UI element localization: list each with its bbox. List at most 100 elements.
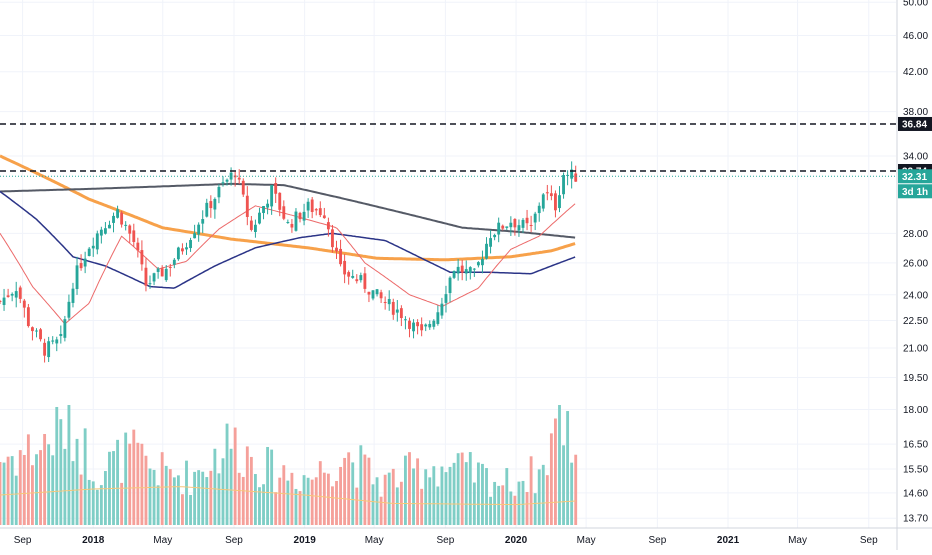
candle — [505, 226, 509, 231]
candle-body — [399, 308, 403, 319]
candle — [497, 217, 501, 243]
candle — [347, 270, 351, 285]
candle-body — [533, 213, 537, 223]
candle-body — [120, 212, 124, 225]
volume-bar — [310, 479, 314, 525]
volume-bar — [51, 455, 55, 525]
volume-bar — [91, 481, 95, 525]
date-tick-label: May — [788, 535, 807, 546]
candle-body — [185, 247, 188, 250]
candle-body — [387, 298, 391, 305]
grid-layer — [0, 0, 896, 528]
date-tick-label: Sep — [860, 535, 878, 546]
candle-body — [525, 217, 529, 224]
volume-bar — [476, 462, 480, 525]
candle — [201, 210, 205, 234]
candle-body — [444, 294, 448, 303]
candle — [485, 237, 488, 260]
candle-body — [367, 291, 371, 295]
candle — [412, 319, 415, 339]
date-tick-label: 2019 — [294, 535, 317, 546]
candle — [448, 276, 452, 303]
candle-body — [343, 260, 347, 275]
candle-body — [18, 287, 22, 299]
date-tick-label: Sep — [436, 535, 454, 546]
candle — [213, 197, 217, 219]
candle — [87, 246, 91, 257]
candle-body — [570, 169, 574, 179]
candle — [562, 172, 565, 199]
candle-body — [416, 322, 420, 327]
candle — [554, 190, 557, 218]
volume-bar — [47, 444, 51, 525]
candle — [359, 272, 363, 283]
volume-bar — [444, 472, 448, 525]
price-tick-label: 15.50 — [903, 465, 928, 476]
candle-body — [270, 185, 274, 207]
candle — [10, 292, 14, 302]
volume-bar — [549, 433, 553, 525]
volume-bar — [22, 454, 26, 525]
bar-countdown-badge: 3d 1h — [898, 184, 932, 199]
candle-body — [404, 319, 407, 321]
volume-bar — [440, 466, 444, 525]
volume-bar — [481, 463, 484, 525]
volume-bar — [67, 405, 71, 525]
candle-body — [189, 240, 192, 249]
candle — [47, 336, 51, 363]
candle-body — [274, 183, 278, 194]
volume-bar — [420, 488, 424, 525]
last-price-badge: 32.31 — [898, 169, 932, 184]
candle — [318, 201, 322, 218]
candle — [395, 300, 399, 322]
candle-body — [132, 230, 136, 242]
candle — [541, 193, 545, 212]
candle — [371, 290, 375, 301]
volume-bar — [79, 474, 83, 525]
volume-bar — [286, 480, 290, 525]
candle — [574, 165, 578, 182]
volume-bar — [359, 445, 363, 525]
volume-bar — [326, 473, 330, 525]
candle — [55, 336, 59, 352]
volume-bar — [253, 474, 257, 525]
volume-bar — [237, 472, 241, 525]
candle-body — [59, 333, 63, 337]
candle — [237, 169, 241, 184]
candle — [375, 288, 379, 297]
candle-body — [517, 225, 521, 231]
candle-body — [181, 248, 184, 252]
candle-body — [464, 269, 468, 274]
candle — [116, 205, 120, 219]
candle-body — [558, 195, 561, 209]
moving-average-line-3 — [0, 203, 576, 324]
volume-bar — [193, 471, 197, 525]
volume-bar — [132, 429, 136, 525]
candle — [537, 202, 541, 222]
volume-bar — [10, 456, 14, 525]
volume-bar — [464, 462, 468, 525]
volume-bar — [168, 469, 172, 525]
candle — [209, 195, 213, 218]
candle-body — [26, 307, 30, 327]
volume-bar — [35, 454, 38, 525]
volume-bar — [432, 466, 436, 525]
candle — [185, 242, 188, 255]
volume-bar — [148, 468, 152, 525]
volume-bar — [412, 468, 415, 525]
volume-bar — [375, 477, 379, 525]
candle — [79, 254, 83, 271]
candle-body — [440, 303, 444, 316]
volume-bar — [6, 456, 10, 525]
candle-body — [314, 209, 318, 211]
volume-bar — [501, 485, 505, 525]
volume-bar — [217, 473, 221, 525]
candle — [339, 239, 342, 267]
candle-body — [201, 219, 205, 224]
candle — [326, 217, 330, 237]
candle-body — [326, 222, 330, 230]
moving-averages — [0, 154, 576, 324]
candle-body — [428, 323, 432, 328]
